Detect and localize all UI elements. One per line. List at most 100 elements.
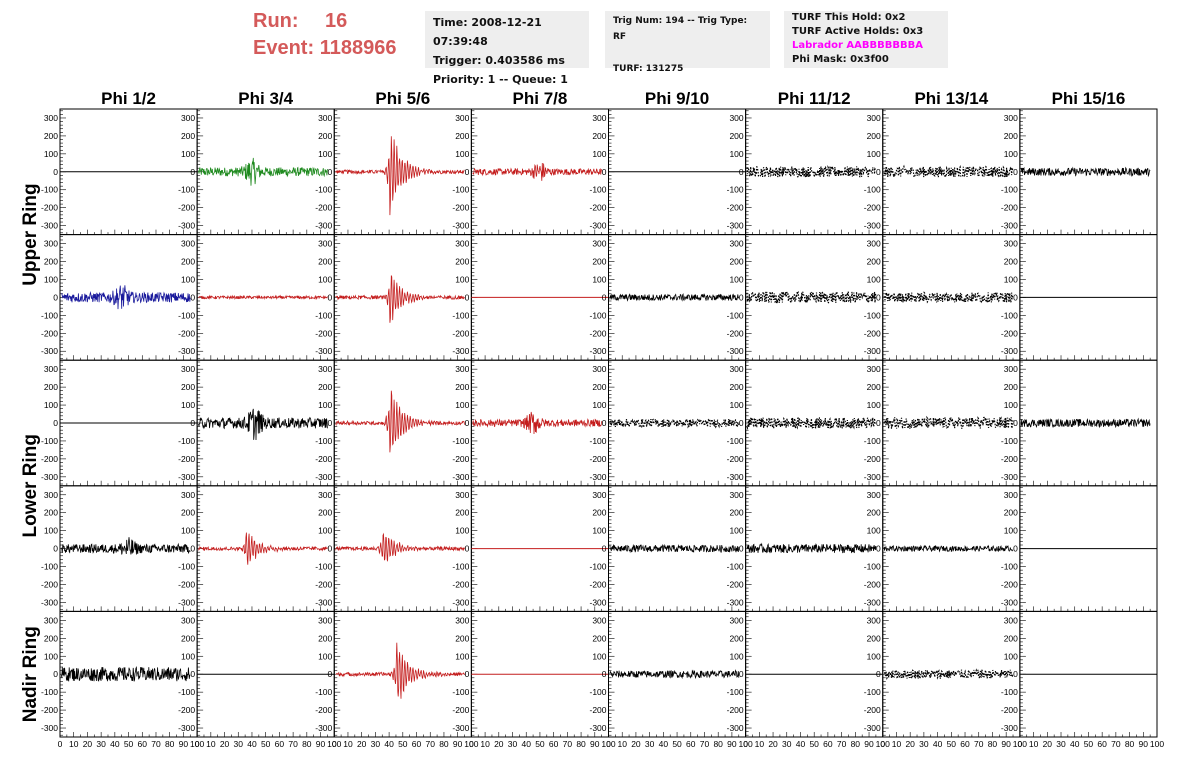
- xtick-label-c7: 60: [960, 739, 970, 749]
- ytick-label-r5c4: -300: [452, 723, 469, 733]
- ytick-label-r3c6: -100: [727, 436, 744, 446]
- xtick-label-c7: 100: [1013, 739, 1027, 749]
- waveform-r2c5: [609, 293, 740, 302]
- xtick-label-c3: 30: [371, 739, 381, 749]
- ytick-label-r2c7: 0: [876, 292, 881, 302]
- ytick-label-r2c2: -200: [178, 328, 195, 338]
- ytick-label-r5c2: -200: [178, 705, 195, 715]
- ytick-label-r5c3: -200: [315, 705, 332, 715]
- ytick-label-r3c1: 0: [53, 418, 58, 428]
- ytick-label-r5c2: -300: [178, 723, 195, 733]
- ytick-label-r2c5: -300: [589, 346, 606, 356]
- ytick-label-r2c5: -100: [589, 310, 606, 320]
- ytick-label-r4c3: -100: [315, 562, 332, 572]
- ytick-label-r4c2: -200: [178, 579, 195, 589]
- ytick-label-r5c6: -300: [727, 723, 744, 733]
- xtick-label-c8: 60: [1097, 739, 1107, 749]
- xtick-label-c3: 40: [384, 739, 394, 749]
- ytick-label-r4c1: 200: [44, 508, 58, 518]
- xtick-label-c5: 30: [645, 739, 655, 749]
- ytick-label-r2c3: -300: [315, 346, 332, 356]
- xtick-label-c8: 20: [1043, 739, 1053, 749]
- ytick-label-r5c4: -100: [452, 687, 469, 697]
- xtick-label-c3: 80: [439, 739, 449, 749]
- xtick-label-c1: 70: [151, 739, 161, 749]
- ytick-label-r3c7: -100: [864, 436, 881, 446]
- ytick-label-r4c8: 200: [1004, 508, 1018, 518]
- xtick-label-c5: 50: [672, 739, 682, 749]
- ytick-label-r5c7: 0: [876, 669, 881, 679]
- xtick-label-c4: 70: [563, 739, 573, 749]
- ytick-label-r3c6: 0: [739, 418, 744, 428]
- ytick-label-r5c4: 100: [455, 651, 469, 661]
- ytick-label-r5c2: -100: [178, 687, 195, 697]
- ytick-label-r3c6: -300: [727, 472, 744, 482]
- xtick-label-c1: 50: [124, 739, 134, 749]
- ytick-label-r3c8: 0: [1013, 418, 1018, 428]
- ytick-label-r3c2: 300: [181, 364, 195, 374]
- xtick-label-c2: 0: [195, 739, 200, 749]
- xtick-label-c1: 100: [190, 739, 204, 749]
- xtick-label-c4: 40: [521, 739, 531, 749]
- xtick-label-c8: 90: [1139, 739, 1149, 749]
- row-label-upper-ring: Upper Ring: [20, 183, 41, 285]
- ytick-label-r5c8: 200: [1004, 633, 1018, 643]
- xtick-label-c6: 20: [768, 739, 778, 749]
- ytick-label-r4c5: 300: [592, 490, 606, 500]
- xtick-label-c7: 0: [880, 739, 885, 749]
- xtick-label-c7: 80: [988, 739, 998, 749]
- ytick-label-r1c3: 200: [318, 131, 332, 141]
- xtick-label-c7: 30: [919, 739, 929, 749]
- ytick-label-r5c5: 100: [592, 651, 606, 661]
- ytick-label-r5c8: 300: [1004, 615, 1018, 625]
- ytick-label-r1c4: -200: [452, 203, 469, 213]
- ytick-label-r5c1: 100: [44, 651, 58, 661]
- waveform-r1c7: [883, 164, 1014, 179]
- ytick-label-r1c4: 100: [455, 149, 469, 159]
- xtick-label-c3: 90: [453, 739, 463, 749]
- ytick-label-r2c7: 300: [867, 239, 881, 249]
- ytick-label-r3c7: -300: [864, 472, 881, 482]
- ytick-label-r2c4: 100: [455, 274, 469, 284]
- ytick-label-r1c8: 200: [1004, 131, 1018, 141]
- ytick-label-r3c3: -200: [315, 454, 332, 464]
- ytick-label-r4c5: -100: [589, 562, 606, 572]
- waveform-r4c2: [198, 532, 328, 565]
- xtick-label-c6: 10: [755, 739, 765, 749]
- ytick-label-r2c2: 100: [181, 274, 195, 284]
- xtick-label-c8: 0: [1018, 739, 1023, 749]
- ytick-label-r4c5: 100: [592, 526, 606, 536]
- xtick-label-c4: 100: [601, 739, 615, 749]
- ytick-label-r4c2: 200: [181, 508, 195, 518]
- ytick-label-r4c8: 300: [1004, 490, 1018, 500]
- ytick-label-r4c1: -100: [41, 562, 58, 572]
- ytick-label-r5c4: -200: [452, 705, 469, 715]
- ytick-label-r4c3: -300: [315, 597, 332, 607]
- ytick-label-r3c8: -300: [1001, 472, 1018, 482]
- ytick-label-r5c7: 200: [867, 633, 881, 643]
- ytick-label-r3c1: -100: [41, 436, 58, 446]
- ytick-label-r2c2: -100: [178, 310, 195, 320]
- xtick-label-c6: 70: [837, 739, 847, 749]
- ytick-label-r4c4: 100: [455, 526, 469, 536]
- ytick-label-r4c4: -100: [452, 562, 469, 572]
- xtick-label-c8: 100: [1150, 739, 1164, 749]
- ytick-label-r4c8: -300: [1001, 597, 1018, 607]
- ytick-label-r4c1: -200: [41, 579, 58, 589]
- waveform-r3c7: [883, 415, 1014, 429]
- ytick-label-r3c1: 200: [44, 382, 58, 392]
- ytick-label-r4c7: -300: [864, 597, 881, 607]
- ytick-label-r5c6: 0: [739, 669, 744, 679]
- ytick-label-r1c6: -200: [727, 203, 744, 213]
- xtick-label-c2: 30: [234, 739, 244, 749]
- ytick-label-r5c6: -100: [727, 687, 744, 697]
- ytick-label-r5c1: -100: [41, 687, 58, 697]
- xtick-label-c2: 50: [261, 739, 271, 749]
- ytick-label-r1c3: 0: [328, 167, 333, 177]
- ytick-label-r3c4: -200: [452, 454, 469, 464]
- time-line: Time: 2008-12-21 07:39:48: [433, 16, 542, 48]
- ytick-label-r1c2: 0: [190, 167, 195, 177]
- xtick-label-c7: 70: [974, 739, 984, 749]
- xtick-label-c1: 60: [138, 739, 148, 749]
- ytick-label-r4c5: -300: [589, 597, 606, 607]
